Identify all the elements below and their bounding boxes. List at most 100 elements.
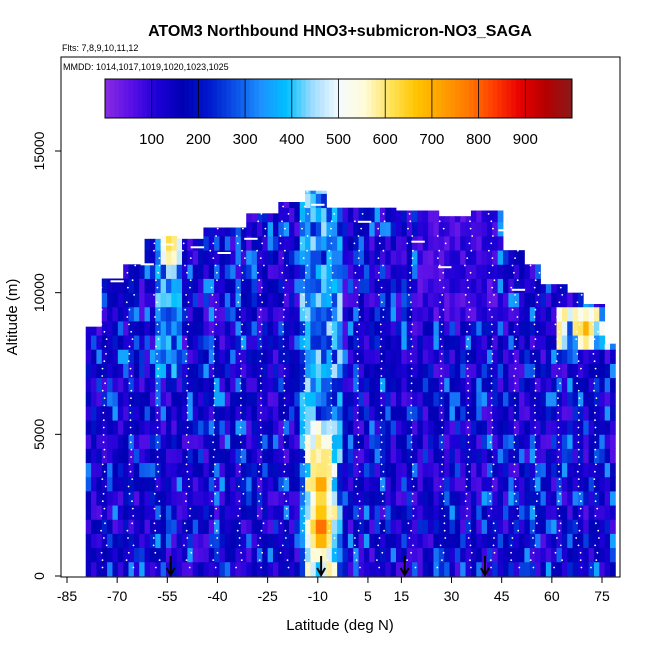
- heatmap-cell: [374, 349, 381, 364]
- heatmap-cell: [85, 406, 92, 421]
- track-point: [331, 448, 333, 451]
- track-point: [357, 257, 360, 259]
- heatmap-cell: [540, 491, 547, 506]
- track-point: [595, 522, 597, 525]
- heatmap-cell: [369, 505, 376, 520]
- heatmap-cell: [358, 434, 365, 449]
- track-point: [186, 397, 189, 399]
- heatmap-cell: [540, 391, 547, 407]
- track-point: [285, 500, 288, 503]
- track-point: [441, 559, 443, 561]
- heatmap-cell: [567, 335, 573, 350]
- heatmap-cell: [187, 363, 194, 379]
- heatmap-cell: [128, 448, 135, 464]
- heatmap-cell: [572, 533, 579, 549]
- heatmap-cell: [454, 335, 461, 350]
- heatmap-cell: [326, 221, 333, 237]
- heatmap-cell: [385, 335, 392, 350]
- heatmap-cell: [272, 505, 279, 520]
- heatmap-cell: [593, 448, 600, 464]
- track-point: [331, 271, 334, 274]
- track-point: [491, 316, 493, 318]
- track-point: [412, 249, 414, 252]
- heatmap-cell: [481, 236, 488, 251]
- heatmap-cell: [433, 561, 440, 577]
- track-point: [410, 375, 413, 377]
- heatmap-cell: [299, 561, 306, 577]
- track-point: [468, 301, 470, 304]
- heatmap-cell: [326, 505, 333, 520]
- track-point: [239, 375, 242, 377]
- track-point: [440, 375, 442, 377]
- heatmap-cell: [379, 221, 386, 237]
- heatmap-cell: [519, 519, 525, 534]
- heatmap-cell: [390, 278, 397, 294]
- heatmap-cell: [272, 547, 279, 563]
- heatmap-cell: [588, 434, 595, 449]
- heatmap-cell: [337, 264, 343, 279]
- heatmap-cell: [337, 278, 343, 294]
- heatmap-cell: [235, 227, 242, 237]
- heatmap-cell: [551, 420, 557, 435]
- heatmap-cell: [251, 236, 258, 251]
- track-point: [578, 419, 580, 422]
- heatmap-cell: [299, 391, 306, 407]
- track-point: [440, 345, 443, 348]
- heatmap-cell: [422, 221, 429, 237]
- heatmap-cell: [203, 448, 210, 464]
- heatmap-cell: [299, 533, 306, 549]
- track-point: [183, 522, 186, 525]
- heatmap-cell: [235, 391, 242, 407]
- heatmap-cell: [192, 238, 199, 251]
- track-point: [357, 434, 360, 436]
- heatmap-cell: [347, 476, 354, 492]
- heatmap-cell: [144, 505, 151, 520]
- heatmap-cell: [214, 250, 220, 265]
- track-point: [490, 470, 493, 473]
- track-point: [259, 257, 262, 259]
- heatmap-cell: [182, 306, 188, 322]
- track-point: [381, 301, 383, 304]
- heatmap-cell: [379, 236, 386, 251]
- heatmap-cell: [203, 264, 210, 279]
- heatmap-cell: [267, 236, 274, 251]
- heatmap-cell: [246, 221, 252, 237]
- track-point: [514, 360, 517, 363]
- heatmap-cell: [524, 406, 531, 421]
- heatmap-cell: [545, 335, 552, 350]
- heatmap-cell: [171, 292, 178, 308]
- track-point: [285, 279, 288, 282]
- heatmap-cell: [561, 363, 568, 379]
- heatmap-cell: [267, 505, 274, 520]
- track-point: [377, 544, 380, 547]
- heatmap-cell: [337, 207, 343, 223]
- heatmap-cell: [133, 547, 140, 563]
- heatmap-cell: [588, 377, 595, 393]
- heatmap-cell: [353, 264, 359, 279]
- heatmap-cell: [465, 391, 472, 407]
- heatmap-cell: [454, 533, 461, 549]
- heatmap-cell: [513, 519, 520, 534]
- heatmap-cell: [128, 264, 135, 279]
- heatmap-cell: [390, 221, 397, 237]
- heatmap-cell: [256, 547, 263, 563]
- heatmap-cell: [337, 363, 343, 379]
- heatmap-cell: [433, 547, 440, 563]
- track-point: [188, 485, 191, 488]
- heatmap-cell: [385, 264, 392, 279]
- heatmap-cell: [347, 264, 354, 279]
- track-point: [241, 323, 244, 326]
- heatmap-cell: [577, 306, 584, 322]
- heatmap-cell: [251, 306, 258, 322]
- heatmap-cell: [171, 363, 178, 379]
- track-point: [493, 537, 495, 539]
- heatmap-cell: [299, 306, 306, 322]
- heatmap-cell: [91, 448, 97, 464]
- track-point: [238, 522, 241, 525]
- heatmap-cell: [165, 448, 172, 464]
- heatmap-cell: [91, 547, 97, 563]
- heatmap-cell: [310, 335, 317, 350]
- heatmap-cell: [96, 349, 103, 364]
- heatmap-cell: [230, 476, 236, 492]
- heatmap-cell: [331, 207, 338, 223]
